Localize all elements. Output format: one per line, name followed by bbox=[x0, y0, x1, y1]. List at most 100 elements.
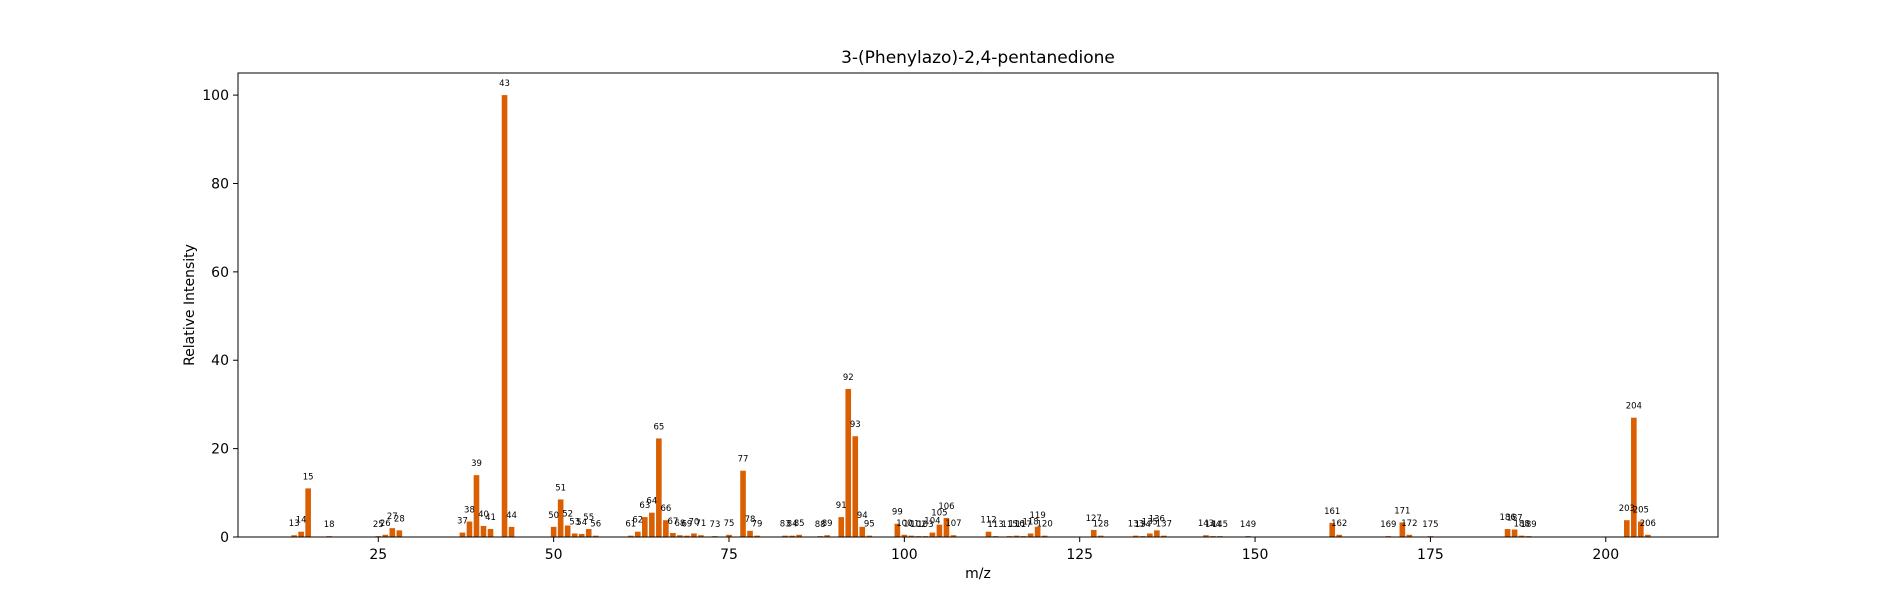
bar-mz-51 bbox=[557, 499, 564, 537]
peak-label-104: 104 bbox=[924, 517, 940, 527]
peak-label-112: 112 bbox=[980, 516, 996, 526]
plot-frame bbox=[237, 72, 1719, 538]
bar-mz-53 bbox=[571, 533, 578, 537]
peak-label-88: 88 bbox=[815, 520, 826, 530]
bar-mz-95 bbox=[866, 535, 873, 537]
peak-label-63: 63 bbox=[639, 501, 650, 511]
peak-label-40: 40 bbox=[478, 510, 489, 520]
peak-label-56: 56 bbox=[590, 520, 601, 530]
bar-mz-41 bbox=[487, 529, 494, 537]
bar-mz-135 bbox=[1147, 533, 1153, 537]
peak-label-27: 27 bbox=[387, 512, 398, 522]
peak-label-133: 133 bbox=[1128, 520, 1144, 530]
peak-label-52: 52 bbox=[562, 510, 573, 520]
bar-mz-79 bbox=[754, 535, 760, 537]
y-axis-ticks: 0 20 40 60 80 100 bbox=[202, 88, 238, 546]
bar-mz-119 bbox=[1034, 526, 1041, 537]
peak-label-38: 38 bbox=[464, 506, 475, 516]
peak-label-37: 37 bbox=[457, 517, 468, 527]
peak-label-145: 145 bbox=[1212, 520, 1228, 530]
peak-label-100: 100 bbox=[896, 519, 912, 529]
peak-label-188: 188 bbox=[1513, 520, 1529, 530]
bar-mz-75 bbox=[726, 534, 732, 537]
bar-mz-14 bbox=[298, 531, 304, 537]
peak-label-62: 62 bbox=[632, 516, 643, 526]
bar-mz-99 bbox=[894, 523, 901, 537]
peak-label-85: 85 bbox=[794, 519, 805, 529]
peak-label-79: 79 bbox=[752, 520, 763, 530]
bar-mz-162 bbox=[1336, 534, 1343, 537]
peak-label-206: 206 bbox=[1640, 519, 1656, 529]
peak-label-41: 41 bbox=[485, 513, 496, 523]
bar-mz-61 bbox=[627, 535, 634, 537]
peak-label-204: 204 bbox=[1626, 402, 1642, 412]
x-tick-label: 50 bbox=[545, 547, 563, 563]
peak-label-187: 187 bbox=[1506, 513, 1522, 523]
peak-label-118: 118 bbox=[1022, 517, 1038, 527]
peak-label-107: 107 bbox=[945, 519, 961, 529]
bar-mz-128 bbox=[1097, 535, 1104, 537]
peak-label-144: 144 bbox=[1205, 520, 1221, 530]
chart-title: 3-(Phenylazo)-2,4-pentanedione bbox=[841, 48, 1115, 68]
bars-layer bbox=[291, 95, 1651, 537]
peak-label-13: 13 bbox=[289, 519, 300, 529]
bar-mz-55 bbox=[585, 529, 592, 537]
bar-mz-52 bbox=[564, 525, 571, 537]
peak-label-119: 119 bbox=[1030, 511, 1046, 521]
x-tick-label: 200 bbox=[1592, 547, 1619, 563]
y-tick-label: 100 bbox=[202, 88, 229, 104]
peak-label-51: 51 bbox=[555, 483, 566, 493]
bar-mz-38 bbox=[466, 521, 473, 537]
bar-mz-187 bbox=[1511, 529, 1518, 537]
bar-mz-127 bbox=[1090, 529, 1097, 537]
peak-label-89: 89 bbox=[822, 519, 833, 529]
peak-label-25: 25 bbox=[373, 520, 384, 530]
bar-mz-171 bbox=[1399, 522, 1406, 537]
peak-label-162: 162 bbox=[1331, 519, 1347, 529]
peak-label-55: 55 bbox=[583, 513, 594, 523]
peak-label-189: 189 bbox=[1520, 520, 1536, 530]
peak-label-18: 18 bbox=[324, 520, 335, 530]
peak-label-117: 117 bbox=[1015, 520, 1031, 530]
peak-label-15: 15 bbox=[303, 472, 314, 482]
bar-mz-15 bbox=[305, 488, 311, 537]
bar-mz-101 bbox=[908, 535, 915, 537]
bar-mz-203 bbox=[1624, 520, 1630, 537]
peak-label-102: 102 bbox=[910, 520, 926, 530]
bar-mz-77 bbox=[740, 470, 746, 537]
peak-label-127: 127 bbox=[1086, 514, 1102, 524]
peak-label-61: 61 bbox=[625, 520, 636, 530]
peak-label-53: 53 bbox=[569, 517, 580, 527]
peak-label-71: 71 bbox=[696, 519, 707, 529]
bar-mz-27 bbox=[389, 528, 396, 537]
x-tick-label: 75 bbox=[720, 547, 738, 563]
peak-label-91: 91 bbox=[836, 501, 847, 511]
bar-mz-188 bbox=[1518, 535, 1525, 537]
bar-mz-40 bbox=[480, 525, 487, 537]
x-tick-label: 175 bbox=[1417, 547, 1444, 563]
bar-mz-116 bbox=[1013, 535, 1020, 537]
bar-mz-120 bbox=[1041, 535, 1048, 537]
bar-mz-28 bbox=[396, 530, 403, 537]
peak-label-101: 101 bbox=[903, 520, 919, 530]
bar-mz-94 bbox=[859, 526, 866, 537]
bar-mz-143 bbox=[1203, 535, 1209, 537]
bar-mz-71 bbox=[698, 535, 704, 537]
bar-mz-65 bbox=[656, 438, 662, 537]
bar-mz-100 bbox=[901, 534, 908, 537]
bar-mz-64 bbox=[649, 512, 655, 537]
peak-label-120: 120 bbox=[1037, 520, 1053, 530]
peak-label-161: 161 bbox=[1324, 507, 1340, 517]
peak-label-28: 28 bbox=[394, 514, 405, 524]
x-tick-label: 150 bbox=[1242, 547, 1269, 563]
bar-mz-204 bbox=[1631, 417, 1637, 537]
x-tick-label: 125 bbox=[1066, 547, 1093, 563]
peak-label-149: 149 bbox=[1240, 520, 1256, 530]
peak-label-175: 175 bbox=[1422, 520, 1438, 530]
y-tick-label: 80 bbox=[211, 176, 229, 192]
peak-label-116: 116 bbox=[1008, 520, 1024, 530]
peak-label-69: 69 bbox=[681, 520, 692, 530]
x-axis-label: m/z bbox=[965, 566, 991, 582]
bar-mz-78 bbox=[747, 530, 753, 537]
bar-mz-105 bbox=[936, 524, 943, 537]
